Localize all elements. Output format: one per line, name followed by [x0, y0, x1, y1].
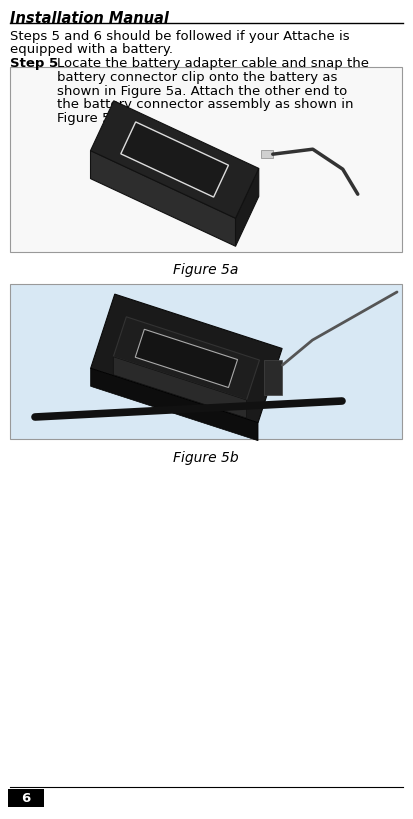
Text: 6: 6	[21, 791, 31, 804]
Polygon shape	[235, 169, 259, 247]
Polygon shape	[121, 122, 228, 197]
Text: Locate the battery adapter cable and snap the: Locate the battery adapter cable and sna…	[57, 57, 369, 70]
Text: Figure 5b: Figure 5b	[173, 451, 239, 465]
Text: the battery connector assembly as shown in: the battery connector assembly as shown …	[57, 98, 354, 111]
Bar	[10, 284, 402, 439]
Text: shown in Figure 5a. Attach the other end to: shown in Figure 5a. Attach the other end…	[57, 84, 347, 97]
Text: Step 5: Step 5	[10, 57, 58, 70]
Bar	[264, 360, 282, 395]
Polygon shape	[113, 317, 259, 400]
Text: battery connector clip onto the battery as: battery connector clip onto the battery …	[57, 70, 337, 84]
Text: equipped with a battery.: equipped with a battery.	[10, 43, 173, 56]
Bar	[261, 150, 273, 158]
Polygon shape	[90, 101, 259, 218]
Polygon shape	[90, 151, 235, 247]
Text: Figure 5a: Figure 5a	[173, 263, 239, 277]
Text: Figure 5b.: Figure 5b.	[57, 112, 123, 125]
Polygon shape	[113, 357, 247, 418]
Polygon shape	[91, 369, 258, 441]
Polygon shape	[135, 329, 237, 387]
Bar	[8, 789, 44, 807]
Text: Steps 5 and 6 should be followed if your Attache is: Steps 5 and 6 should be followed if your…	[10, 30, 350, 43]
Text: Installation Manual: Installation Manual	[10, 11, 169, 26]
Polygon shape	[91, 294, 282, 423]
Bar	[10, 67, 402, 252]
